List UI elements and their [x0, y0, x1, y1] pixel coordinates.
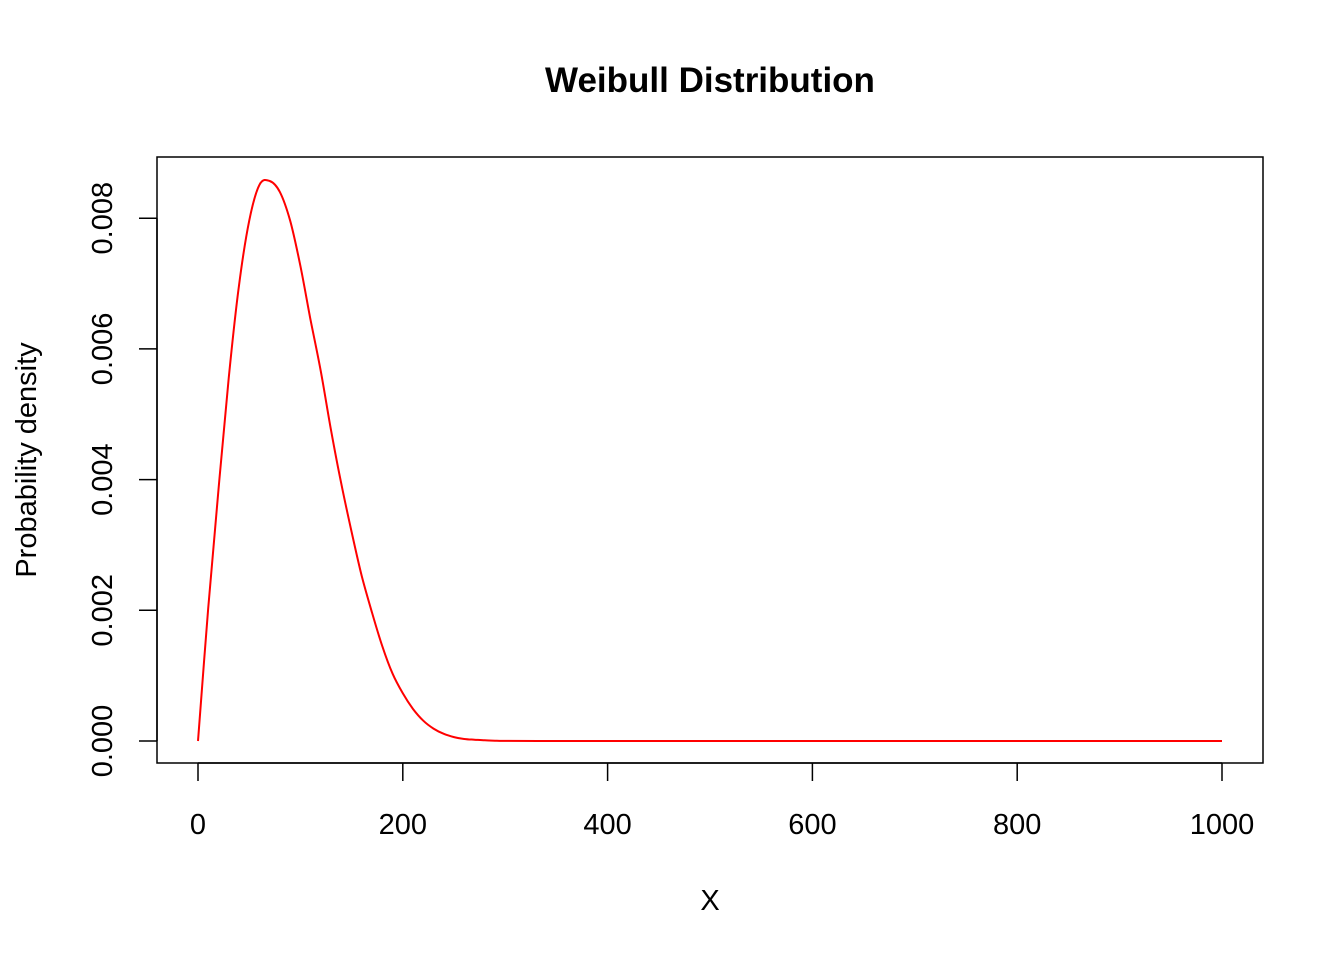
- y-tick-label: 0.006: [87, 313, 119, 386]
- x-tick-label: 1000: [1190, 809, 1255, 841]
- x-tick-label: 200: [379, 809, 427, 841]
- x-tick-label: 800: [993, 809, 1041, 841]
- y-tick-label: 0.002: [87, 574, 119, 647]
- y-axis: 0.000 0.002 0.004 0.006 0.008: [87, 182, 158, 778]
- x-axis-label: X: [700, 885, 719, 917]
- x-tick-label: 400: [583, 809, 631, 841]
- plot-frame: [156, 156, 1264, 764]
- chart-title: Weibull Distribution: [545, 61, 875, 100]
- y-tick-label: 0.000: [87, 705, 119, 778]
- density-curve: [197, 178, 1222, 743]
- y-tick-label: 0.008: [87, 182, 119, 255]
- y-tick-label: 0.004: [87, 443, 119, 516]
- x-axis: 0 200 400 600 800 1000: [190, 762, 1255, 841]
- x-tick-label: 600: [788, 809, 836, 841]
- x-tick-label: 0: [190, 809, 206, 841]
- y-axis-label: Probability density: [11, 342, 43, 578]
